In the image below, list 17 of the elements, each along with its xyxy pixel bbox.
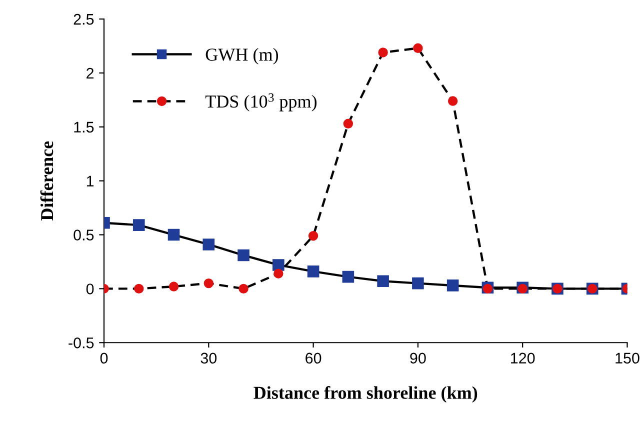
y-tick-label: 2 bbox=[86, 68, 94, 79]
legend-label: TDS (10$^{3}$ ppm) bbox=[205, 93, 317, 112]
y-tick-label: 0.5 bbox=[74, 230, 94, 240]
x-tick-label: 60 bbox=[306, 352, 322, 364]
y-tick-label: 1.5 bbox=[74, 122, 94, 133]
y-tick-label: 2.5 bbox=[74, 14, 94, 25]
x-axis-title: Distance from shoreline (km) bbox=[254, 386, 478, 403]
y-tick-label: -0.5 bbox=[68, 338, 94, 348]
y-tick-label: 1 bbox=[86, 176, 94, 186]
x-tick-label: 90 bbox=[410, 352, 426, 364]
y-axis-title: Difference bbox=[40, 141, 54, 220]
y-tick-label: 0 bbox=[86, 284, 94, 294]
x-tick-label: 30 bbox=[200, 352, 217, 364]
legend-label: GWH (m) bbox=[206, 48, 278, 64]
x-tick-label: 120 bbox=[511, 352, 535, 364]
x-tick-label: 0 bbox=[100, 352, 108, 364]
x-tick-label: 150 bbox=[616, 352, 640, 364]
